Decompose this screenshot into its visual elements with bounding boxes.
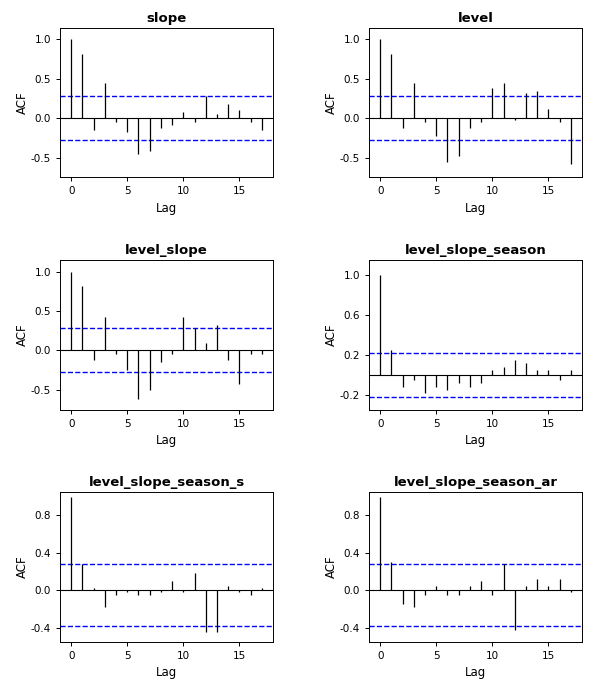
Title: level_slope_season: level_slope_season: [404, 244, 547, 257]
Y-axis label: ACF: ACF: [325, 555, 338, 578]
Y-axis label: ACF: ACF: [16, 324, 29, 346]
Title: level_slope_season_ar: level_slope_season_ar: [394, 476, 557, 489]
Y-axis label: ACF: ACF: [16, 91, 29, 114]
Title: level_slope_season_s: level_slope_season_s: [88, 476, 245, 489]
X-axis label: Lag: Lag: [156, 667, 177, 679]
Y-axis label: ACF: ACF: [16, 555, 29, 578]
Title: level_slope: level_slope: [125, 244, 208, 257]
Title: level: level: [458, 12, 493, 25]
X-axis label: Lag: Lag: [156, 202, 177, 215]
X-axis label: Lag: Lag: [465, 667, 486, 679]
Y-axis label: ACF: ACF: [325, 91, 338, 114]
X-axis label: Lag: Lag: [465, 202, 486, 215]
Y-axis label: ACF: ACF: [325, 324, 338, 346]
X-axis label: Lag: Lag: [465, 434, 486, 447]
X-axis label: Lag: Lag: [156, 434, 177, 447]
Title: slope: slope: [146, 12, 187, 25]
